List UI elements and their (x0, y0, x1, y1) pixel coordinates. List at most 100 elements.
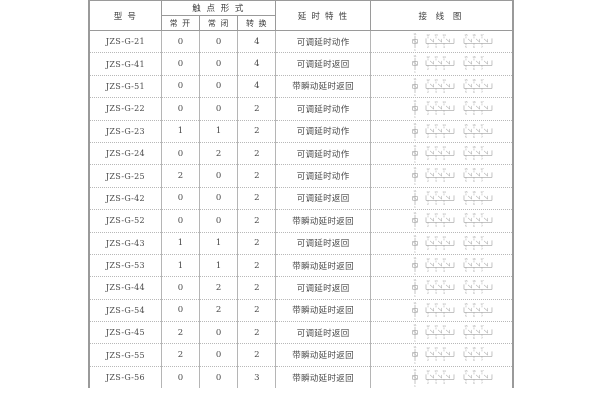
svg-text:12: 12 (426, 100, 430, 104)
svg-text:12: 12 (426, 324, 430, 328)
svg-text:1: 1 (414, 93, 416, 97)
svg-text:17: 17 (480, 212, 484, 216)
svg-text:17: 17 (480, 234, 484, 238)
svg-text:1: 1 (414, 138, 416, 142)
svg-text:1: 1 (414, 227, 416, 231)
relay-specification-table: 型 号 触 点 形 式 延 时 特 性 接 线 图 常 开 常 闭 转 换 JZ… (88, 0, 514, 389)
svg-text:14: 14 (442, 145, 446, 149)
cell-wiring-diagram: 11 1 12 13 14 2 3 4 15 16 17 5 6 7 (369, 120, 513, 143)
svg-text:15: 15 (464, 301, 468, 305)
svg-text:2: 2 (427, 67, 429, 71)
svg-text:15: 15 (464, 122, 468, 126)
cell-changeover: 2 (237, 254, 276, 278)
svg-text:14: 14 (442, 324, 446, 328)
svg-text:1: 1 (414, 294, 416, 298)
cell-wiring-diagram: 11 1 12 13 14 2 3 4 15 16 17 5 6 7 (369, 343, 513, 367)
svg-text:11: 11 (413, 234, 417, 238)
svg-text:2: 2 (427, 45, 429, 49)
svg-text:6: 6 (473, 202, 475, 206)
svg-text:7: 7 (481, 179, 483, 183)
table-row: JZS-G-53 1 1 2 带瞬动延时返回 11 1 12 13 14 2 3 4 15 16 17 5 6 7 (89, 254, 513, 278)
svg-text:7: 7 (481, 269, 483, 273)
svg-text:15: 15 (464, 369, 468, 373)
svg-text:5: 5 (465, 313, 467, 317)
svg-text:3: 3 (435, 202, 437, 206)
cell-changeover: 2 (237, 232, 276, 255)
cell-changeover: 2 (237, 299, 276, 323)
svg-text:14: 14 (442, 234, 446, 238)
cell-delay-characteristic: 可调延时返回 (275, 52, 371, 76)
svg-text:1: 1 (414, 384, 416, 388)
cell-model: JZS-G-24 (89, 142, 162, 166)
svg-text:15: 15 (464, 324, 468, 328)
svg-text:14: 14 (442, 346, 446, 350)
table-row: JZS-G-42 0 0 2 可调延时返回 11 1 12 13 14 2 3 4 15 16 17 5 6 7 (89, 187, 513, 211)
svg-text:11: 11 (413, 301, 417, 305)
svg-text:1: 1 (414, 339, 416, 343)
svg-text:4: 4 (443, 381, 445, 385)
svg-text:1: 1 (414, 317, 416, 321)
table-row: JZS-G-44 0 2 2 可调延时返回 11 1 12 13 14 2 3 4 15 16 17 5 6 7 (89, 276, 513, 300)
svg-text:17: 17 (480, 301, 484, 305)
cell-normally-open: 0 (160, 209, 200, 233)
svg-text:3: 3 (435, 291, 437, 295)
cell-normally-closed: 0 (198, 52, 238, 76)
svg-text:6: 6 (473, 246, 475, 250)
svg-text:13: 13 (434, 301, 438, 305)
cell-model: JZS-G-52 (89, 209, 162, 233)
svg-text:1: 1 (414, 362, 416, 366)
svg-text:11: 11 (413, 278, 417, 282)
cell-changeover: 2 (237, 321, 276, 345)
svg-text:2: 2 (427, 90, 429, 94)
svg-text:15: 15 (464, 212, 468, 216)
svg-text:15: 15 (464, 234, 468, 238)
svg-text:12: 12 (426, 145, 430, 149)
cell-model: JZS-G-23 (89, 120, 162, 143)
svg-text:2: 2 (427, 157, 429, 161)
cell-model: JZS-G-44 (89, 276, 162, 300)
svg-text:17: 17 (480, 257, 484, 261)
svg-text:5: 5 (465, 381, 467, 385)
svg-text:5: 5 (465, 157, 467, 161)
svg-text:14: 14 (442, 122, 446, 126)
cell-normally-closed: 0 (198, 321, 238, 345)
svg-text:16: 16 (472, 369, 476, 373)
svg-text:6: 6 (473, 45, 475, 49)
svg-text:17: 17 (480, 346, 484, 350)
svg-text:13: 13 (434, 33, 438, 37)
svg-text:6: 6 (473, 179, 475, 183)
svg-text:4: 4 (443, 157, 445, 161)
svg-text:3: 3 (435, 224, 437, 228)
cell-model: JZS-G-54 (89, 299, 162, 323)
svg-text:11: 11 (413, 368, 417, 372)
cell-normally-closed: 2 (198, 276, 238, 300)
svg-text:16: 16 (472, 257, 476, 261)
svg-text:2: 2 (427, 246, 429, 250)
svg-text:6: 6 (473, 291, 475, 295)
svg-text:11: 11 (413, 256, 417, 260)
svg-text:3: 3 (435, 90, 437, 94)
cell-wiring-diagram: 11 1 12 13 14 2 3 4 15 16 17 5 6 7 (369, 52, 513, 76)
cell-normally-closed: 2 (198, 299, 238, 323)
table-row: JZS-G-25 2 0 2 可调延时动作 11 1 12 13 14 2 3 4 15 16 17 5 6 7 (89, 164, 513, 188)
svg-text:16: 16 (472, 55, 476, 59)
cell-model: JZS-G-41 (89, 52, 162, 76)
svg-text:2: 2 (427, 224, 429, 228)
svg-text:1: 1 (414, 160, 416, 164)
svg-text:13: 13 (434, 78, 438, 82)
cell-changeover: 4 (237, 30, 276, 54)
svg-text:4: 4 (443, 336, 445, 340)
svg-text:3: 3 (435, 313, 437, 317)
svg-text:13: 13 (434, 190, 438, 194)
svg-text:6: 6 (473, 313, 475, 317)
svg-text:7: 7 (481, 134, 483, 138)
svg-text:1: 1 (414, 250, 416, 254)
cell-wiring-diagram: 11 1 12 13 14 2 3 4 15 16 17 5 6 7 (369, 321, 513, 345)
svg-text:15: 15 (464, 78, 468, 82)
cell-wiring-diagram: 11 1 12 13 14 2 3 4 15 16 17 5 6 7 (369, 299, 513, 323)
cell-normally-closed: 0 (198, 209, 238, 233)
svg-text:3: 3 (435, 134, 437, 138)
svg-text:17: 17 (480, 122, 484, 126)
cell-wiring-diagram: 11 1 12 13 14 2 3 4 15 16 17 5 6 7 (369, 97, 513, 121)
table-row: JZS-G-51 0 0 4 带瞬动延时返回 11 1 12 13 14 2 3 4 15 16 17 5 6 7 (89, 75, 513, 99)
